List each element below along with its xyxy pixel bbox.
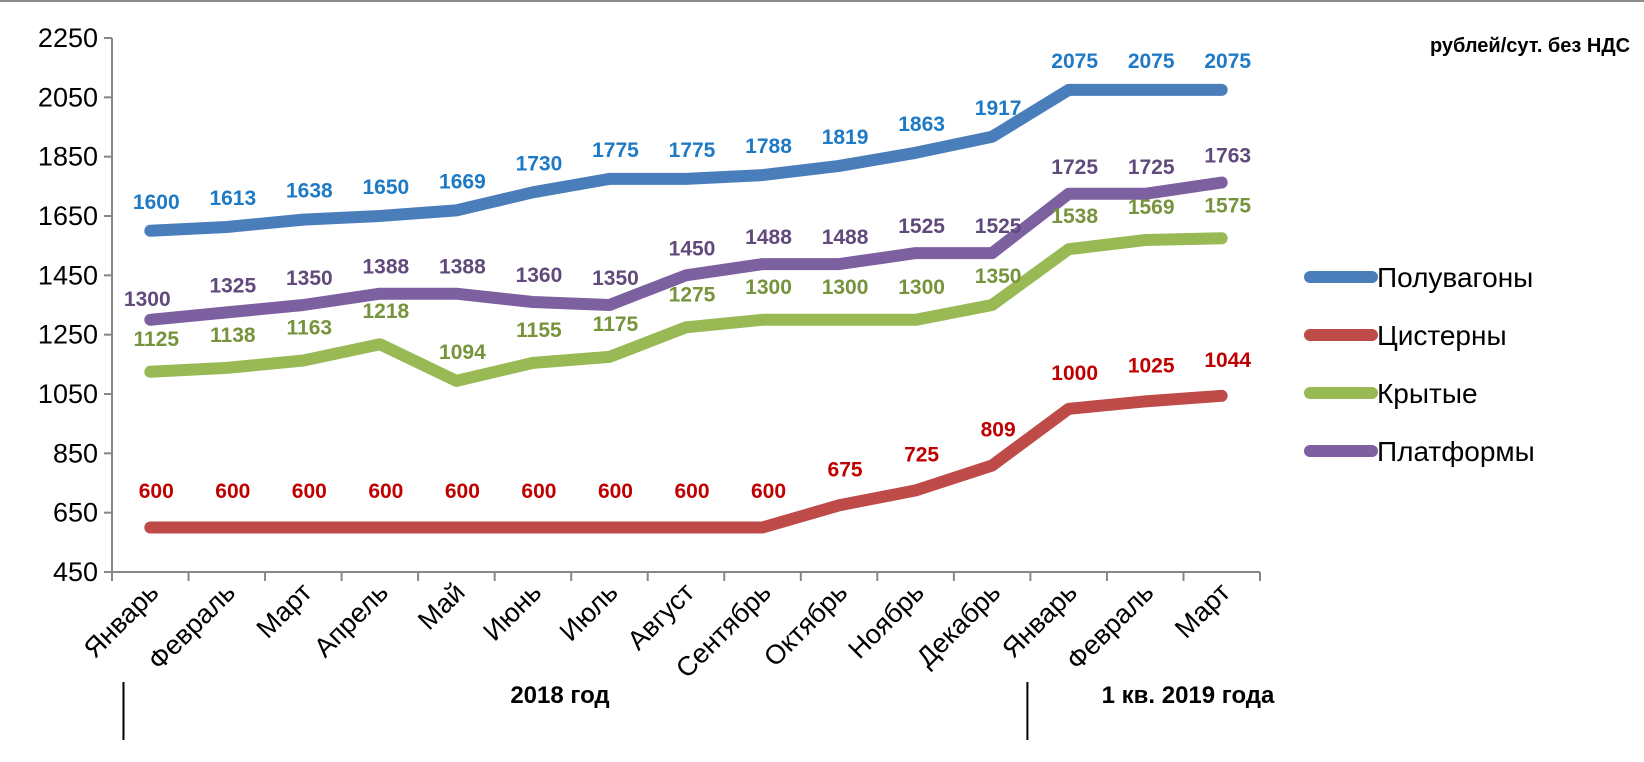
group-label: 1 кв. 2019 года	[1102, 682, 1275, 709]
data-label: 1350	[592, 267, 639, 290]
group-label: 2018 год	[510, 682, 609, 709]
data-label: 1360	[516, 264, 563, 287]
data-label: 1917	[975, 97, 1022, 120]
data-label: 1138	[210, 324, 256, 347]
y-tick-label: 1050	[38, 379, 98, 409]
x-tick-label: Апрель	[308, 577, 394, 663]
data-label: 1788	[745, 135, 792, 158]
data-label: 1538	[1051, 205, 1098, 228]
data-label: 1450	[669, 237, 716, 260]
x-tick-label: Март	[1169, 577, 1236, 644]
data-label: 600	[215, 480, 250, 503]
data-label: 1155	[516, 319, 562, 342]
data-label: 1863	[898, 113, 945, 136]
data-label: 1775	[592, 139, 639, 162]
legend-label: Полувагоны	[1377, 262, 1533, 293]
series-lines	[144, 83, 1228, 534]
data-label: 725	[904, 443, 939, 466]
series-line-1	[144, 83, 1228, 237]
data-label: 1218	[363, 300, 410, 323]
data-label: 1525	[898, 215, 945, 238]
data-label: 1575	[1204, 194, 1251, 217]
data-label: 600	[598, 480, 633, 503]
data-label: 600	[445, 480, 480, 503]
data-label: 1275	[669, 283, 716, 306]
y-tick-label: 2050	[38, 82, 98, 112]
data-label: 1650	[363, 176, 410, 199]
y-tick-label: 450	[53, 557, 98, 587]
legend-label: Платформы	[1377, 436, 1535, 467]
x-tick-label: Декабрь	[911, 577, 1007, 673]
data-label: 1388	[363, 256, 410, 279]
x-tick-label: Май	[412, 577, 471, 636]
data-label: 1669	[439, 170, 486, 193]
data-label: 1000	[1051, 362, 1098, 385]
y-tick-label: 850	[53, 438, 98, 468]
data-label: 2075	[1128, 50, 1175, 73]
y-tick-label: 1650	[38, 201, 98, 231]
data-label: 1094	[439, 341, 486, 364]
data-label: 600	[674, 480, 709, 503]
data-label: 1044	[1204, 349, 1251, 372]
legend-label: Крытые	[1377, 378, 1478, 409]
y-tick-label: 650	[53, 498, 98, 528]
y-tick-label: 1450	[38, 260, 98, 290]
data-label: 1350	[286, 267, 333, 290]
data-label: 1600	[133, 191, 180, 214]
series-line-3	[144, 232, 1228, 387]
data-label: 2075	[1204, 50, 1251, 73]
data-label: 1300	[898, 276, 945, 299]
x-tick-label: Октябрь	[758, 577, 853, 672]
y-tick-label: 1850	[38, 142, 98, 172]
x-tick-label: Июль	[554, 577, 624, 647]
data-label: 1569	[1128, 196, 1175, 219]
y-tick-label: 1250	[38, 320, 98, 350]
data-label: 2075	[1051, 50, 1098, 73]
unit-label: рублей/сут. без НДС	[1430, 35, 1630, 57]
data-label: 1775	[669, 139, 716, 162]
series-line-4	[144, 176, 1228, 326]
data-label: 1725	[1128, 156, 1175, 179]
data-label: 1350	[975, 265, 1022, 288]
data-label: 1613	[209, 187, 256, 210]
data-label: 1819	[822, 126, 869, 149]
data-label: 600	[292, 480, 327, 503]
x-tick-label: Март	[251, 577, 318, 644]
data-label: 1300	[822, 276, 869, 299]
data-label: 1725	[1051, 156, 1098, 179]
y-tick-label: 2250	[38, 23, 98, 53]
data-label: 600	[139, 480, 174, 503]
data-label: 1025	[1128, 354, 1175, 377]
data-label: 1125	[133, 328, 179, 351]
data-label: 675	[828, 458, 863, 481]
data-label: 1638	[286, 180, 333, 203]
data-label: 1175	[593, 313, 639, 336]
data-label: 600	[368, 480, 403, 503]
data-label: 600	[751, 480, 786, 503]
data-label: 600	[521, 480, 556, 503]
axes: 4506508501050125014501650185020502250Янв…	[38, 23, 1261, 684]
legend: Полувагоны Цистерны Крытые Платформы	[1304, 262, 1535, 467]
data-label: 1730	[516, 152, 563, 175]
group-labels: 2018 год 1 кв. 2019 года	[122, 682, 1275, 740]
data-label: 1163	[287, 316, 333, 339]
x-tick-label: Июнь	[477, 577, 547, 647]
data-label: 1525	[975, 215, 1022, 238]
legend-label: Цистерны	[1377, 320, 1507, 351]
data-label: 1388	[439, 256, 486, 279]
data-label: 1488	[745, 226, 792, 249]
data-label: 1325	[209, 274, 256, 297]
series-line-2	[144, 389, 1228, 534]
data-labels: 1600 1613 1638 1650 1669 1730 1775 1775 1788 1819…	[124, 50, 1252, 503]
data-label: 1488	[822, 226, 869, 249]
data-label: 809	[981, 418, 1016, 441]
data-label: 1300	[745, 276, 792, 299]
data-label: 1300	[124, 288, 171, 311]
data-label: 1763	[1204, 144, 1251, 167]
